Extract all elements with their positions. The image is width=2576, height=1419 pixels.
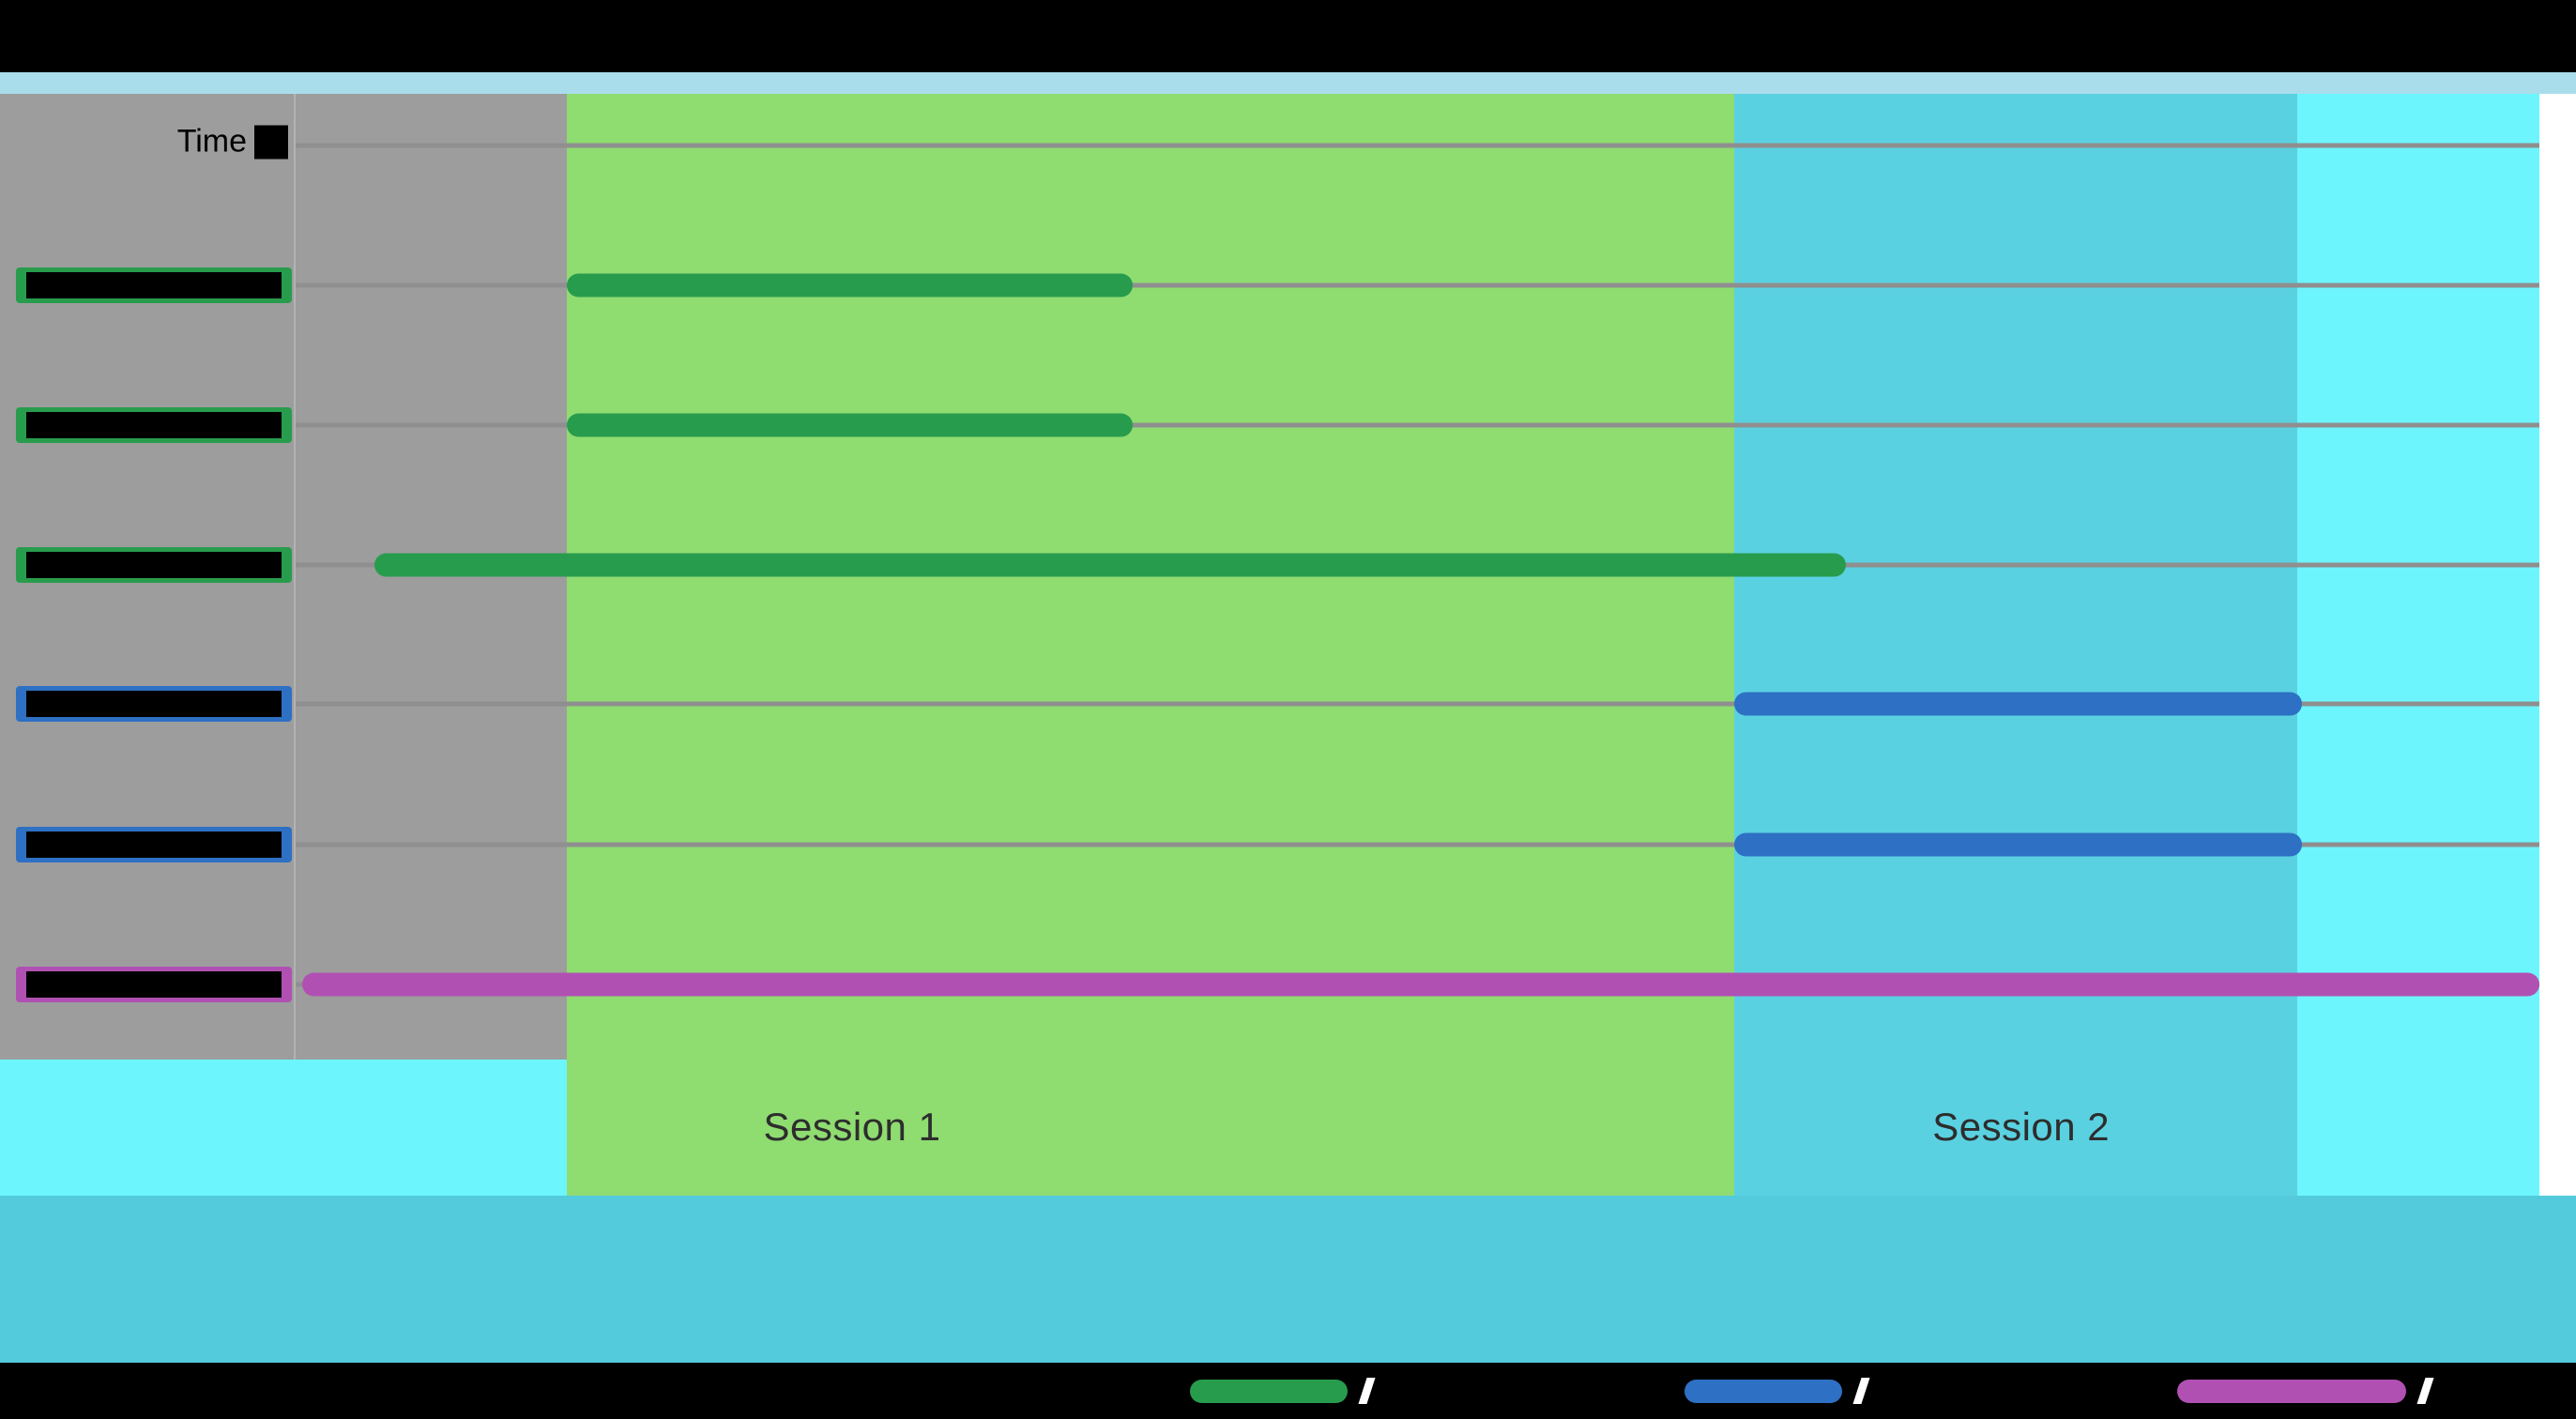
row-label-redacted bbox=[16, 686, 292, 723]
session-2-band bbox=[1733, 94, 2297, 1196]
legend-item bbox=[1190, 1378, 1376, 1404]
top-strip bbox=[0, 72, 2576, 94]
legend-swatch bbox=[2176, 1379, 2406, 1403]
time-label-redaction-block bbox=[254, 125, 288, 160]
row-labels-layer: Time bbox=[0, 94, 296, 1060]
row-label-redacted bbox=[16, 826, 292, 862]
plot-area bbox=[296, 94, 2539, 1060]
time-axis-label-text: Time bbox=[176, 123, 247, 160]
task-bar-blue bbox=[1733, 692, 2302, 716]
task-bar-blue bbox=[1733, 832, 2302, 857]
time-axis-label: Time bbox=[177, 124, 288, 160]
axis-divider-line bbox=[294, 94, 297, 1060]
row-label-redacted bbox=[16, 966, 292, 1002]
task-bar-green bbox=[567, 273, 1133, 298]
row-label-redaction-block bbox=[26, 552, 282, 579]
legend-label-slash-mark bbox=[1358, 1378, 1376, 1404]
legend-bar bbox=[0, 1363, 2576, 1419]
legend-item bbox=[1684, 1378, 1870, 1404]
row-label-redaction-block bbox=[26, 831, 282, 858]
legend-swatch bbox=[1684, 1379, 1842, 1403]
row-label-redaction-block bbox=[26, 411, 282, 438]
row-label-redaction-block bbox=[26, 691, 282, 718]
row-label-redaction-block bbox=[26, 970, 282, 998]
row-label-redacted bbox=[16, 406, 292, 443]
bands-layer: Session 1 Session 2 bbox=[296, 94, 2539, 1196]
legend-label-slash-mark bbox=[2416, 1378, 2434, 1404]
gridline bbox=[296, 143, 2539, 148]
legend-item bbox=[2176, 1378, 2434, 1404]
bottom-band bbox=[0, 1196, 2576, 1363]
gridline bbox=[296, 282, 2539, 288]
row-label-column-footer-band bbox=[0, 1060, 296, 1196]
legend-swatch bbox=[1190, 1379, 1348, 1403]
session-label: Session 1 bbox=[763, 1105, 941, 1150]
task-bar-green bbox=[567, 413, 1133, 437]
task-bar-magenta bbox=[302, 972, 2539, 997]
gridline bbox=[296, 422, 2539, 428]
gridline bbox=[296, 842, 2539, 847]
title-bar-redacted bbox=[0, 0, 2576, 72]
row-label-redaction-block bbox=[26, 271, 282, 298]
legend-label-slash-mark bbox=[1852, 1378, 1870, 1404]
gridline bbox=[296, 701, 2539, 707]
session-label: Session 2 bbox=[1932, 1105, 2111, 1150]
task-bar-green bbox=[373, 553, 1847, 577]
row-label-redacted bbox=[16, 267, 292, 303]
row-label-redacted bbox=[16, 547, 292, 584]
